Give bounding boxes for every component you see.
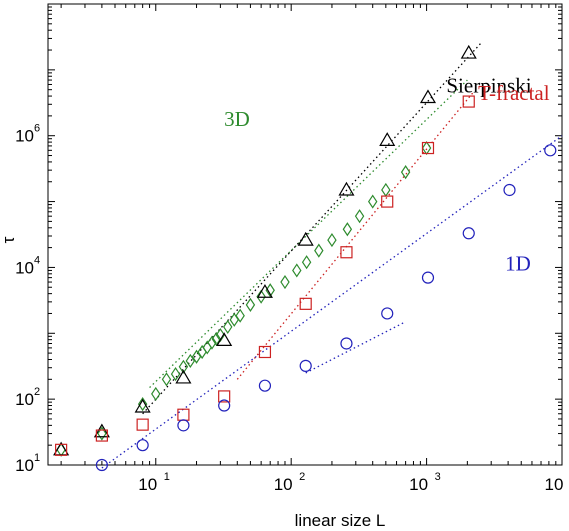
x-tick-exponent: 3 bbox=[435, 471, 441, 483]
marker-t-fractal bbox=[462, 95, 475, 108]
marker-1d bbox=[421, 271, 435, 284]
x-tick-exponent: 1 bbox=[164, 471, 170, 483]
y-tick-exponent: 2 bbox=[34, 386, 40, 398]
marker-t-fractal bbox=[381, 195, 394, 208]
marker-t-fractal bbox=[299, 297, 312, 310]
marker-3d bbox=[170, 367, 181, 382]
marker-3d bbox=[178, 359, 189, 374]
marker-3d bbox=[280, 274, 290, 290]
marker-sierpinski bbox=[175, 369, 192, 384]
marker-3d bbox=[211, 331, 222, 347]
marker-1d bbox=[381, 307, 394, 320]
marker-3d bbox=[342, 222, 353, 237]
marker-3d bbox=[314, 243, 324, 258]
marker-3d bbox=[137, 397, 148, 412]
fit-line-3d bbox=[149, 79, 468, 389]
marker-3d bbox=[327, 233, 337, 248]
x-tick-label: 10 bbox=[138, 475, 157, 494]
marker-3d bbox=[191, 349, 202, 364]
marker-3d bbox=[223, 319, 233, 334]
marker-3d bbox=[400, 165, 411, 180]
marker-1d bbox=[544, 144, 557, 157]
marker-3d bbox=[301, 255, 312, 270]
marker-3d bbox=[265, 283, 275, 298]
marker-3d bbox=[256, 289, 266, 304]
marker-3d bbox=[235, 308, 245, 323]
y-tick-exponent: 4 bbox=[34, 254, 40, 266]
marker-3d bbox=[207, 335, 217, 350]
marker-t-fractal bbox=[421, 141, 435, 155]
marker-sierpinski bbox=[93, 423, 110, 438]
marker-1d bbox=[177, 419, 190, 432]
x-tick-label: 10 bbox=[409, 475, 428, 494]
marker-sierpinski bbox=[256, 284, 273, 298]
marker-t-fractal bbox=[95, 429, 108, 442]
x-tick-label: 10 bbox=[545, 475, 564, 494]
plot-frame bbox=[47, 3, 563, 466]
marker-t-fractal bbox=[177, 408, 190, 421]
y-tick-label: 10 bbox=[15, 456, 34, 475]
fit-line-t-fractal bbox=[236, 92, 474, 380]
marker-3d bbox=[97, 426, 107, 441]
series-label-3d: 3D bbox=[224, 107, 250, 131]
fit-line-1d bbox=[305, 321, 406, 374]
marker-sierpinski bbox=[460, 44, 477, 59]
marker-3d bbox=[151, 386, 161, 402]
fit-lines bbox=[101, 43, 563, 469]
y-tick-exponent: 1 bbox=[34, 452, 40, 464]
marker-sierpinski bbox=[338, 181, 355, 196]
marker-3d bbox=[185, 353, 196, 369]
marker-sierpinski bbox=[216, 332, 233, 346]
x-tick-label: 10 bbox=[274, 475, 293, 494]
marker-1d bbox=[340, 337, 353, 350]
marker-1d bbox=[95, 458, 108, 472]
marker-1d bbox=[258, 379, 272, 392]
marker-3d bbox=[367, 194, 378, 209]
y-tick-exponent: 6 bbox=[34, 123, 40, 135]
marker-sierpinski bbox=[134, 398, 151, 413]
marker-1d bbox=[136, 439, 149, 452]
marker-sierpinski bbox=[297, 231, 314, 246]
y-axis-title: τ bbox=[0, 236, 18, 243]
x-axis-title: linear size L bbox=[295, 511, 386, 530]
axis-ticks: 101102103104101102104106 bbox=[15, 3, 564, 494]
y-tick-label: 10 bbox=[15, 127, 34, 146]
marker-t-fractal bbox=[340, 246, 353, 259]
data-markers bbox=[53, 44, 557, 472]
marker-3d bbox=[354, 209, 365, 224]
marker-3d bbox=[56, 442, 66, 457]
marker-3d bbox=[292, 263, 302, 278]
y-tick-label: 10 bbox=[15, 258, 34, 277]
marker-3d bbox=[381, 182, 391, 198]
marker-3d bbox=[161, 372, 172, 387]
x-tick-exponent: 2 bbox=[299, 471, 305, 483]
marker-1d bbox=[218, 399, 231, 412]
series-label-1d: 1D bbox=[505, 251, 531, 275]
marker-t-fractal bbox=[55, 443, 68, 456]
marker-sierpinski bbox=[379, 132, 396, 146]
marker-3d bbox=[197, 344, 207, 360]
series-label-t-fractal: T-fractal bbox=[478, 81, 550, 105]
marker-3d bbox=[229, 312, 239, 327]
marker-3d bbox=[245, 297, 256, 312]
marker-1d bbox=[299, 359, 312, 372]
series-label-sierpinski: Sierpinski bbox=[446, 74, 531, 98]
marker-t-fractal bbox=[136, 418, 149, 431]
marker-sierpinski bbox=[419, 89, 437, 104]
marker-t-fractal bbox=[218, 390, 231, 403]
marker-1d bbox=[503, 183, 516, 197]
y-tick-label: 10 bbox=[15, 390, 34, 409]
marker-1d bbox=[462, 227, 475, 240]
marker-t-fractal bbox=[258, 345, 272, 359]
fit-line-1d bbox=[101, 135, 563, 469]
